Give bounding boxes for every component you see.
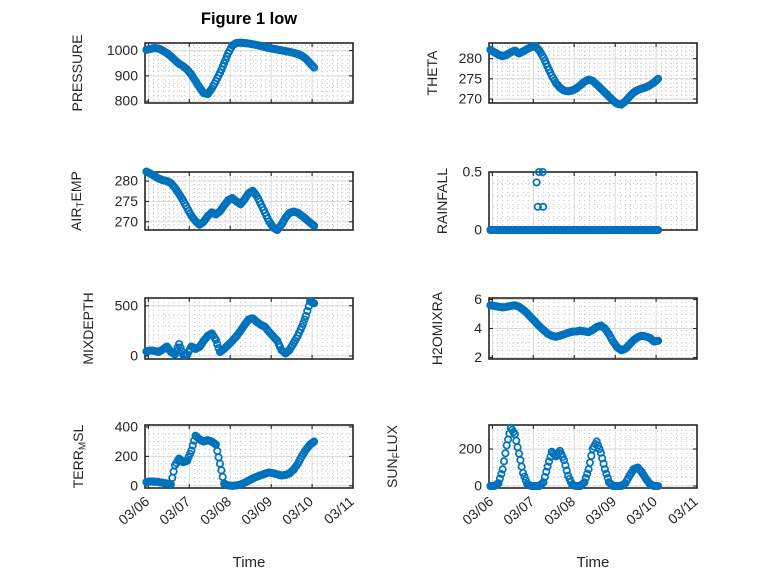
y-tick-label: 200 [115, 448, 139, 464]
tick-marks [145, 298, 354, 359]
y-tick-label: 270 [115, 213, 139, 229]
x-tick-label: 03/06 [115, 493, 152, 528]
x-tick-label: 03/11 [321, 493, 357, 527]
subplot-pressure: 800 900 1000 PRESSURE [69, 34, 354, 112]
major-grid [145, 425, 354, 488]
x-tick-label: 03/06 [459, 493, 496, 528]
tick-marks [489, 43, 698, 103]
subplot-mixdepth: 0 500 MIXDEPTH [80, 292, 354, 365]
y-tick-label: 500 [115, 297, 139, 313]
data-markers [486, 167, 663, 235]
y-axis-label: THETA [424, 50, 440, 96]
y-tick-label: 200 [459, 441, 483, 457]
y-axis-label: H2OMIXRA [429, 291, 445, 365]
y-tick-label: 270 [459, 91, 483, 107]
data-markers [486, 423, 663, 491]
x-tick-label: 03/08 [541, 493, 578, 528]
y-axis-label: RAINFALL [434, 168, 450, 234]
y-axis-label: AIRTEMP [68, 171, 87, 231]
x-axis-label: Time [577, 554, 610, 571]
y-tick-label: 0 [474, 222, 482, 238]
axes-frame [144, 297, 354, 360]
y-tick-label: 400 [115, 418, 139, 434]
y-tick-label: 280 [459, 50, 483, 66]
x-tick-label: 03/10 [623, 493, 660, 528]
x-tick-label: 03/09 [582, 493, 619, 528]
subplot-sun-flux: 0 200 SUNFLUX 03/06 03/07 03/08 03/09 03/10 03/1… [384, 423, 701, 571]
subplot-h2omixra: 2 4 6 H2OMIXRA [429, 291, 698, 365]
data-markers [142, 431, 319, 490]
subplot-rainfall: 0 0.5 RAINFALL [434, 164, 698, 238]
data-markers [142, 38, 319, 99]
axes-frame [488, 424, 698, 489]
y-tick-label: 6 [474, 291, 482, 307]
major-grid [145, 172, 354, 230]
x-tick-label: 03/07 [156, 493, 193, 528]
y-tick-label: 275 [115, 193, 139, 209]
minor-grid [489, 298, 697, 359]
major-grid [489, 298, 698, 359]
tick-marks [489, 298, 698, 359]
x-tick-label: 03/07 [500, 493, 537, 528]
subplot-terr-msl: 0 200 400 TERRMSL 03/06 03/07 03/08 03/09 03/10 0… [70, 418, 357, 571]
y-tick-label: 900 [115, 67, 139, 83]
data-markers [486, 301, 663, 355]
x-tick-label: 03/08 [197, 493, 234, 528]
y-axis-label: SUNFLUX [384, 424, 403, 488]
x-tick-label: 03/09 [238, 493, 275, 528]
y-tick-label: 0.5 [463, 164, 483, 180]
minor-grid [489, 172, 697, 230]
y-axis-label: TERRMSL [70, 424, 89, 488]
y-tick-label: 1000 [107, 42, 138, 58]
subplot-theta: 270 275 280 THETA [424, 42, 698, 109]
figure-title: Figure 1 low [200, 10, 298, 28]
subplot-air-temp: 270 275 280 AIRTEMP [68, 167, 354, 235]
data-markers [142, 297, 319, 360]
y-tick-label: 0 [130, 477, 138, 493]
y-axis-label: PRESSURE [69, 34, 85, 111]
y-tick-label: 4 [474, 320, 482, 336]
y-tick-label: 800 [115, 93, 139, 109]
y-axis-label: MIXDEPTH [80, 292, 96, 364]
axes-frame [488, 42, 698, 104]
y-tick-label: 2 [474, 349, 482, 365]
y-tick-label: 0 [474, 478, 482, 494]
x-tick-label: 03/11 [665, 493, 701, 527]
x-tick-label: 03/10 [279, 493, 316, 528]
y-tick-label: 275 [459, 70, 483, 86]
x-axis-label: Time [233, 554, 266, 571]
y-tick-label: 0 [130, 348, 138, 364]
minor-grid [145, 43, 353, 103]
y-tick-label: 280 [115, 173, 139, 189]
data-markers [142, 167, 319, 235]
data-markers [486, 42, 663, 109]
